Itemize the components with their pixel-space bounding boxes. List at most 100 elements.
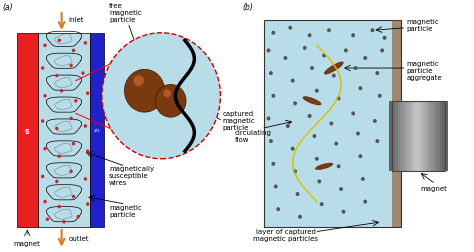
Text: layer of captured
magnetic particles: layer of captured magnetic particles — [253, 229, 318, 242]
Circle shape — [383, 36, 386, 40]
Circle shape — [276, 207, 280, 211]
Circle shape — [296, 192, 300, 196]
Circle shape — [269, 139, 273, 143]
Text: inlet: inlet — [69, 17, 84, 23]
Bar — [392, 20, 401, 227]
Circle shape — [266, 48, 271, 52]
Circle shape — [339, 187, 343, 191]
Circle shape — [272, 31, 275, 35]
Bar — [392, 101, 397, 171]
Bar — [406, 101, 411, 171]
Circle shape — [308, 33, 311, 37]
Circle shape — [329, 121, 333, 125]
Circle shape — [81, 71, 84, 75]
Circle shape — [269, 71, 273, 75]
Circle shape — [69, 117, 73, 120]
Circle shape — [378, 94, 382, 98]
Bar — [392, 101, 445, 171]
Circle shape — [41, 119, 44, 123]
Circle shape — [72, 195, 75, 198]
Circle shape — [375, 139, 379, 143]
Circle shape — [337, 96, 340, 100]
Circle shape — [46, 217, 49, 221]
Circle shape — [72, 142, 75, 145]
Text: outlet: outlet — [69, 236, 89, 242]
Text: magnet: magnet — [14, 241, 41, 247]
Circle shape — [60, 89, 64, 92]
Bar — [439, 101, 445, 171]
Circle shape — [288, 26, 292, 30]
Circle shape — [344, 48, 348, 52]
Circle shape — [272, 94, 275, 98]
Circle shape — [342, 210, 346, 214]
Circle shape — [356, 132, 360, 136]
Circle shape — [55, 180, 58, 183]
Text: magnetic
particle: magnetic particle — [406, 19, 439, 32]
Circle shape — [322, 53, 326, 57]
Ellipse shape — [303, 97, 321, 105]
Bar — [395, 101, 400, 171]
Circle shape — [86, 149, 89, 153]
Bar — [389, 101, 394, 171]
Text: $z_1$: $z_1$ — [93, 127, 101, 135]
Circle shape — [41, 175, 44, 178]
Circle shape — [155, 84, 186, 117]
Bar — [442, 101, 447, 171]
Circle shape — [69, 64, 73, 67]
Bar — [434, 101, 439, 171]
Circle shape — [41, 66, 44, 70]
Circle shape — [124, 69, 165, 112]
Ellipse shape — [315, 163, 333, 170]
Circle shape — [266, 116, 271, 120]
Circle shape — [55, 74, 58, 77]
Circle shape — [332, 74, 336, 78]
Circle shape — [76, 215, 80, 218]
Circle shape — [44, 147, 46, 150]
Text: magnetically
susceptible
wires: magnetically susceptible wires — [109, 166, 154, 186]
Bar — [38, 33, 90, 227]
Circle shape — [286, 124, 290, 128]
Text: magnetic
particle: magnetic particle — [109, 205, 142, 218]
Circle shape — [380, 48, 384, 52]
Circle shape — [320, 202, 324, 206]
Circle shape — [272, 162, 275, 166]
Bar — [426, 101, 431, 171]
Circle shape — [298, 215, 302, 219]
Circle shape — [86, 202, 89, 206]
Circle shape — [371, 28, 374, 32]
Bar — [437, 101, 442, 171]
Circle shape — [86, 91, 89, 95]
Circle shape — [358, 154, 362, 158]
Circle shape — [58, 205, 61, 208]
Bar — [401, 101, 406, 171]
Text: (a): (a) — [2, 3, 13, 12]
Text: magnetic
particle
aggregate: magnetic particle aggregate — [406, 60, 442, 81]
Bar — [414, 101, 419, 171]
Circle shape — [291, 147, 295, 151]
Circle shape — [310, 66, 314, 70]
Circle shape — [312, 134, 316, 138]
Circle shape — [334, 142, 338, 146]
Circle shape — [293, 169, 297, 173]
Circle shape — [315, 157, 319, 161]
Circle shape — [283, 56, 287, 60]
Text: captured
magnetic
particle: captured magnetic particle — [223, 111, 255, 131]
Bar — [420, 101, 425, 171]
Circle shape — [72, 49, 75, 52]
Text: free
magnetic
particle: free magnetic particle — [109, 3, 142, 22]
Circle shape — [83, 177, 87, 181]
Circle shape — [363, 200, 367, 204]
Bar — [417, 101, 422, 171]
Text: s: s — [25, 127, 29, 136]
Circle shape — [318, 179, 321, 183]
Circle shape — [83, 124, 87, 128]
Bar — [403, 101, 409, 171]
Ellipse shape — [324, 62, 343, 74]
Circle shape — [308, 114, 311, 118]
Bar — [411, 101, 417, 171]
Bar — [90, 33, 104, 227]
Circle shape — [58, 154, 61, 158]
Circle shape — [102, 33, 220, 159]
Circle shape — [361, 177, 365, 181]
Bar — [264, 20, 401, 227]
